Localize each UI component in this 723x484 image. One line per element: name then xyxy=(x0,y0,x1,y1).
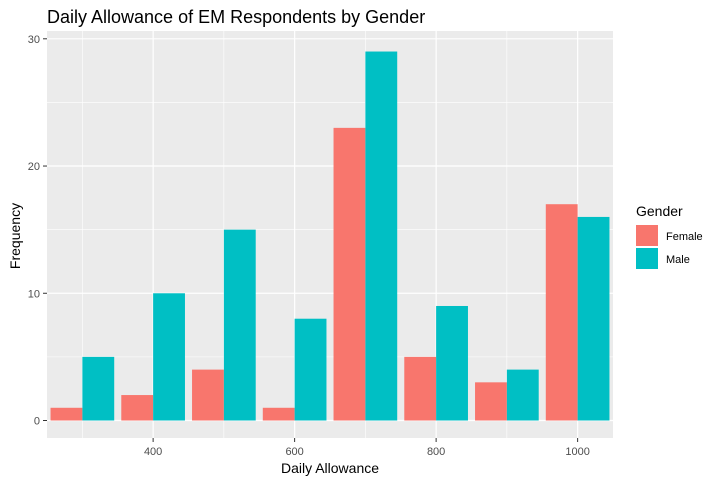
y-axis-title: Frequency xyxy=(7,203,23,269)
bar-female xyxy=(192,369,224,421)
y-tick-label: 10 xyxy=(28,288,40,300)
bar-male xyxy=(577,216,610,421)
x-tick-label: 600 xyxy=(285,446,303,458)
legend: Gender Female Male xyxy=(636,203,703,269)
bar-male xyxy=(506,369,539,421)
legend-key-female xyxy=(636,225,658,246)
legend-title: Gender xyxy=(636,203,683,219)
x-tick-label: 1000 xyxy=(565,446,589,458)
bar-female xyxy=(50,407,83,421)
y-tick-label: 0 xyxy=(34,416,40,428)
bar-female xyxy=(262,407,295,421)
bar-female xyxy=(121,395,154,421)
y-tick-label: 20 xyxy=(28,161,40,173)
y-tick-label: 30 xyxy=(28,34,40,46)
legend-key-male xyxy=(636,248,658,269)
bar-male xyxy=(365,51,398,421)
bar-female xyxy=(333,127,366,421)
x-axis-ticks: 400 600 800 1000 xyxy=(144,438,590,458)
legend-label-male: Male xyxy=(666,254,690,266)
x-axis-title: Daily Allowance xyxy=(281,460,379,476)
bar-male xyxy=(223,229,256,421)
bar-male xyxy=(294,318,327,421)
y-axis-ticks: 0 10 20 30 xyxy=(28,34,47,428)
x-tick-label: 400 xyxy=(144,446,162,458)
x-tick-label: 800 xyxy=(427,446,445,458)
bar-female xyxy=(475,382,507,421)
bar-male xyxy=(82,356,115,421)
bar-male xyxy=(153,293,185,421)
bar-female xyxy=(545,204,578,421)
bars xyxy=(50,51,610,421)
bar-male xyxy=(436,305,468,421)
bar-female xyxy=(404,356,437,421)
legend-label-female: Female xyxy=(666,231,703,243)
chart-title: Daily Allowance of EM Respondents by Gen… xyxy=(47,7,425,27)
